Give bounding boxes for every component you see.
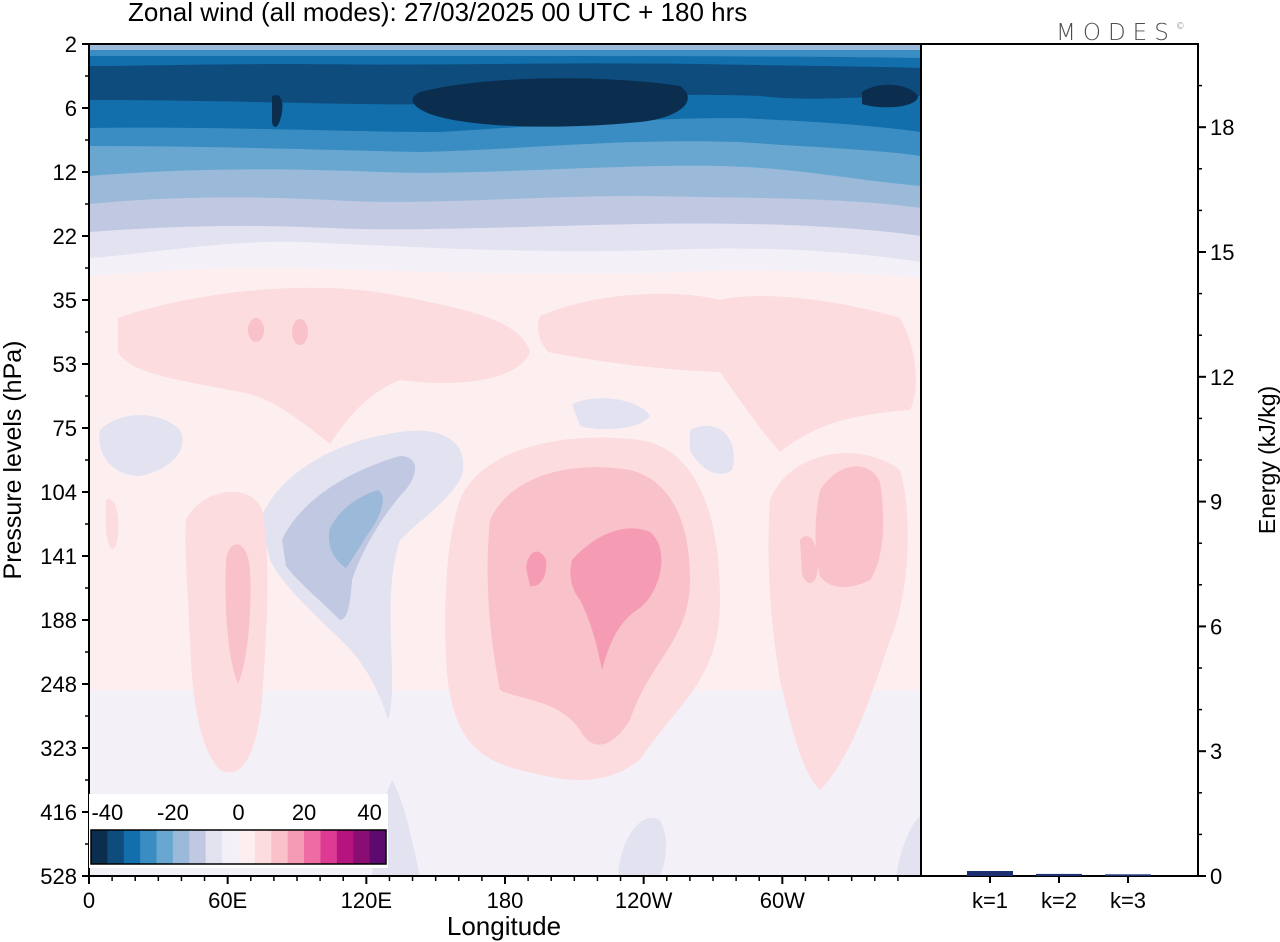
x-tick-label: 0	[83, 888, 95, 913]
colorbar-swatch	[107, 830, 125, 864]
colorbar-swatch	[287, 830, 305, 864]
colorbar-legend: -40 -20 0 20 40	[89, 794, 388, 868]
colorbar-swatch	[123, 830, 141, 864]
y-tick-label: 528	[40, 864, 77, 889]
y-tick-label: 141	[40, 544, 77, 569]
energy-tick-label: 3	[1210, 739, 1222, 764]
colorbar-swatch	[189, 830, 207, 864]
colorbar-border	[90, 829, 387, 865]
colorbar-swatch	[156, 830, 174, 864]
energy-bar	[1036, 873, 1082, 876]
energy-category-label: k=1	[972, 888, 1008, 913]
x-tick-label: 60E	[208, 888, 247, 913]
y-tick-label: 6	[65, 96, 77, 121]
y-tick-label: 104	[40, 480, 77, 505]
energy-category-label: k=3	[1110, 888, 1146, 913]
x-axis-tick-labels: 0 60E 120E 180 120W 60W	[83, 888, 805, 913]
energy-tick-label: 6	[1210, 614, 1222, 639]
y-tick-label: 323	[40, 736, 77, 761]
colorbar-swatch	[369, 830, 387, 864]
colorbar-swatch	[222, 830, 239, 864]
colorbar-swatch	[205, 830, 223, 864]
colorbar-tick-label: 20	[292, 800, 316, 825]
energy-panel-frame	[920, 43, 1199, 877]
x-tick-label: 60W	[760, 888, 805, 913]
y-tick-label: 2	[65, 32, 77, 57]
chart-title: Zonal wind (all modes): 27/03/2025 00 UT…	[128, 0, 748, 27]
colorbar-swatch	[254, 830, 272, 864]
x-axis-label: Longitude	[447, 911, 561, 941]
y-tick-label: 35	[53, 288, 77, 313]
logo-mark: ©	[1175, 22, 1185, 32]
x-axis-ticks	[88, 876, 899, 884]
energy-tick-label: 0	[1210, 864, 1222, 889]
y-tick-label: 248	[40, 672, 77, 697]
contour-field	[89, 44, 921, 876]
modes-logo: MODES©	[1056, 20, 1185, 46]
x-tick-label: 120W	[615, 888, 673, 913]
colorbar-swatch	[271, 830, 289, 864]
y-tick-label: 12	[53, 160, 77, 185]
energy-category-label: k=2	[1041, 888, 1077, 913]
colorbar-swatch	[91, 830, 108, 864]
colorbar-swatch	[353, 830, 371, 864]
colorbar-swatch	[172, 830, 190, 864]
colorbar-swatch	[238, 830, 256, 864]
y-tick-label: 416	[40, 800, 77, 825]
y-tick-label: 22	[53, 224, 77, 249]
energy-category-labels: k=1 k=2 k=3	[972, 876, 1146, 913]
colorbar-tick-label: 0	[232, 800, 244, 825]
colorbar-tick-label: -20	[157, 800, 189, 825]
colorbar-swatch	[304, 830, 321, 864]
colorbar-swatch	[336, 830, 354, 864]
x-tick-label: 120E	[341, 888, 392, 913]
energy-axis-label: Energy (kJ/kg)	[1254, 386, 1280, 534]
energy-tick-label: 18	[1210, 115, 1234, 140]
energy-tick-label: 12	[1210, 365, 1234, 390]
y-axis-tick-labels: 2 6 12 22 35 53 75 104 141 188 248 323 416 528	[40, 32, 77, 889]
x-tick-label: 180	[487, 888, 524, 913]
energy-bar	[967, 871, 1013, 876]
energy-tick-label: 15	[1210, 240, 1234, 265]
colorbar-tick-label: -40	[91, 800, 123, 825]
y-axis-label: Pressure levels (hPa)	[0, 341, 27, 580]
colorbar-tick-label: 40	[357, 800, 381, 825]
energy-axis-ticks	[1198, 84, 1206, 877]
y-tick-label: 75	[53, 416, 77, 441]
colorbar-swatch	[320, 830, 338, 864]
energy-tick-label: 9	[1210, 490, 1222, 515]
energy-axis-tick-labels: 0 3 6 9 12 15 18	[1210, 115, 1234, 889]
y-tick-label: 53	[53, 352, 77, 377]
energy-bars	[967, 871, 1151, 876]
energy-bar	[1105, 874, 1151, 876]
y-tick-label: 188	[40, 608, 77, 633]
logo-text: MODES	[1056, 20, 1176, 46]
y-axis-ticks	[82, 43, 89, 877]
colorbar-swatch	[140, 830, 158, 864]
